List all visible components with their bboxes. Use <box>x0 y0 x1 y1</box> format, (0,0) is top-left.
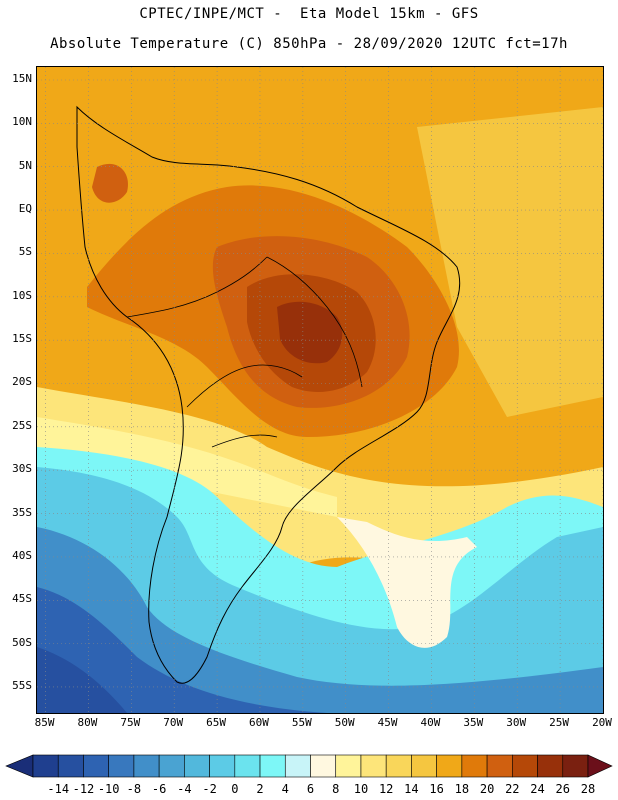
colorbar-segment <box>234 754 261 778</box>
colorbar-label: -8 <box>126 782 142 796</box>
longitude-label: 65W <box>206 716 227 729</box>
colorbar-label: 18 <box>454 782 470 796</box>
longitude-label: 25W <box>549 716 570 729</box>
colorbar-label: 10 <box>353 782 369 796</box>
polar-band <box>37 647 127 713</box>
colorbar-segment <box>411 754 437 778</box>
colorbar-segment <box>284 754 311 778</box>
latitude-label: 35S <box>12 505 32 519</box>
map-title-line2: Absolute Temperature (C) 850hPa - 28/09/… <box>50 36 568 52</box>
coldest-band <box>37 587 327 713</box>
colorbar-label: 16 <box>429 782 444 796</box>
colorbar-label: 20 <box>479 782 495 796</box>
colorbar-segment <box>108 754 135 778</box>
longitude-label: 50W <box>334 716 355 729</box>
latitude-label: 30S <box>12 462 32 476</box>
colorbar-segment <box>310 754 337 778</box>
colorbar-label: 4 <box>281 782 289 796</box>
colorbar-label: 26 <box>555 782 570 796</box>
continent-outline <box>76 105 461 684</box>
colorbar-segment <box>537 754 564 778</box>
hottest-core <box>277 301 343 364</box>
temperature-field <box>37 67 603 713</box>
longitude-label: 45W <box>377 716 398 729</box>
atlantic-warm-band <box>417 107 603 417</box>
border-line <box>266 256 363 388</box>
colorbar-left-arrow <box>5 754 34 778</box>
colorbar-segment <box>259 754 286 778</box>
colorbar-segment <box>209 754 236 778</box>
pale-tongue <box>337 517 477 648</box>
colorbar-label: -2 <box>202 782 217 796</box>
colorbar-label: 0 <box>231 782 239 796</box>
longitude-label: 60W <box>249 716 269 729</box>
longitude-label: 55W <box>291 716 312 729</box>
colorbar-right-arrow <box>587 754 613 778</box>
colorbar-label: 2 <box>256 782 264 796</box>
longitude-label: 70W <box>163 716 184 729</box>
latitude-label: 45S <box>12 592 32 606</box>
latitude-label: 15N <box>12 72 32 85</box>
border-line <box>211 434 278 448</box>
longitude-label: 35W <box>463 716 484 729</box>
colorbar-label: 6 <box>306 782 315 796</box>
colorbar-label: -10 <box>97 782 120 796</box>
colorbar-segment <box>158 754 185 778</box>
latitude-label: 10N <box>12 115 32 129</box>
colorbar-label: 12 <box>378 782 394 796</box>
colorbar-label: 14 <box>404 782 419 796</box>
colorbar-segment <box>360 754 387 778</box>
colorbar-label: -14 <box>47 782 70 796</box>
temperature-map <box>36 66 604 714</box>
longitude-label: 75W <box>120 716 141 729</box>
latitude-label: 15S <box>12 332 32 346</box>
colorbar-label: -12 <box>72 782 95 796</box>
colorbar-segment <box>486 754 513 778</box>
colorbar-segment <box>133 754 160 778</box>
colorbar-segment <box>83 754 109 778</box>
latitude-label: 40S <box>12 548 32 562</box>
colorbar-label: -6 <box>151 782 167 796</box>
colorbar-label: 28 <box>580 782 596 796</box>
northwest-hotspot <box>92 163 128 203</box>
colorbar-segment <box>562 754 589 778</box>
longitude-label: 80W <box>77 716 98 729</box>
colorbar-segment <box>32 754 59 778</box>
latitude-label: 10S <box>12 288 32 302</box>
colder-band <box>37 527 603 713</box>
colorbar-segment <box>184 754 210 778</box>
latitude-label: 5S <box>18 245 32 259</box>
colorbar-label: 24 <box>530 782 545 796</box>
longitude-label: 85W <box>34 716 55 729</box>
latitude-label: EQ <box>18 202 32 216</box>
border-line <box>186 364 303 408</box>
latitude-label: 20S <box>12 375 32 389</box>
colorbar-segment <box>436 754 463 778</box>
colorbar-segment <box>512 754 538 778</box>
colorbar-segment <box>335 754 362 778</box>
latitude-label: 5N <box>18 158 32 172</box>
colorbar-segment <box>461 754 488 778</box>
latitude-label: 50S <box>12 635 32 649</box>
latitude-label: 25S <box>12 418 32 432</box>
longitude-label: 40W <box>420 716 441 729</box>
longitude-label: 20W <box>592 716 612 729</box>
colorbar-segment <box>57 754 84 778</box>
longitude-label: 30W <box>506 716 527 729</box>
colorbar-label: -4 <box>177 782 192 796</box>
colorbar-label: 8 <box>332 782 340 796</box>
color-scale-bar <box>5 754 613 778</box>
colorbar-segment <box>385 754 412 778</box>
colorbar-label: 22 <box>505 782 520 796</box>
map-title-line1: CPTEC/INPE/MCT - Eta Model 15km - GFS <box>139 6 479 22</box>
border-line <box>126 256 268 318</box>
latitude-label: 55S <box>12 678 32 692</box>
light-yellow-band <box>37 417 337 517</box>
